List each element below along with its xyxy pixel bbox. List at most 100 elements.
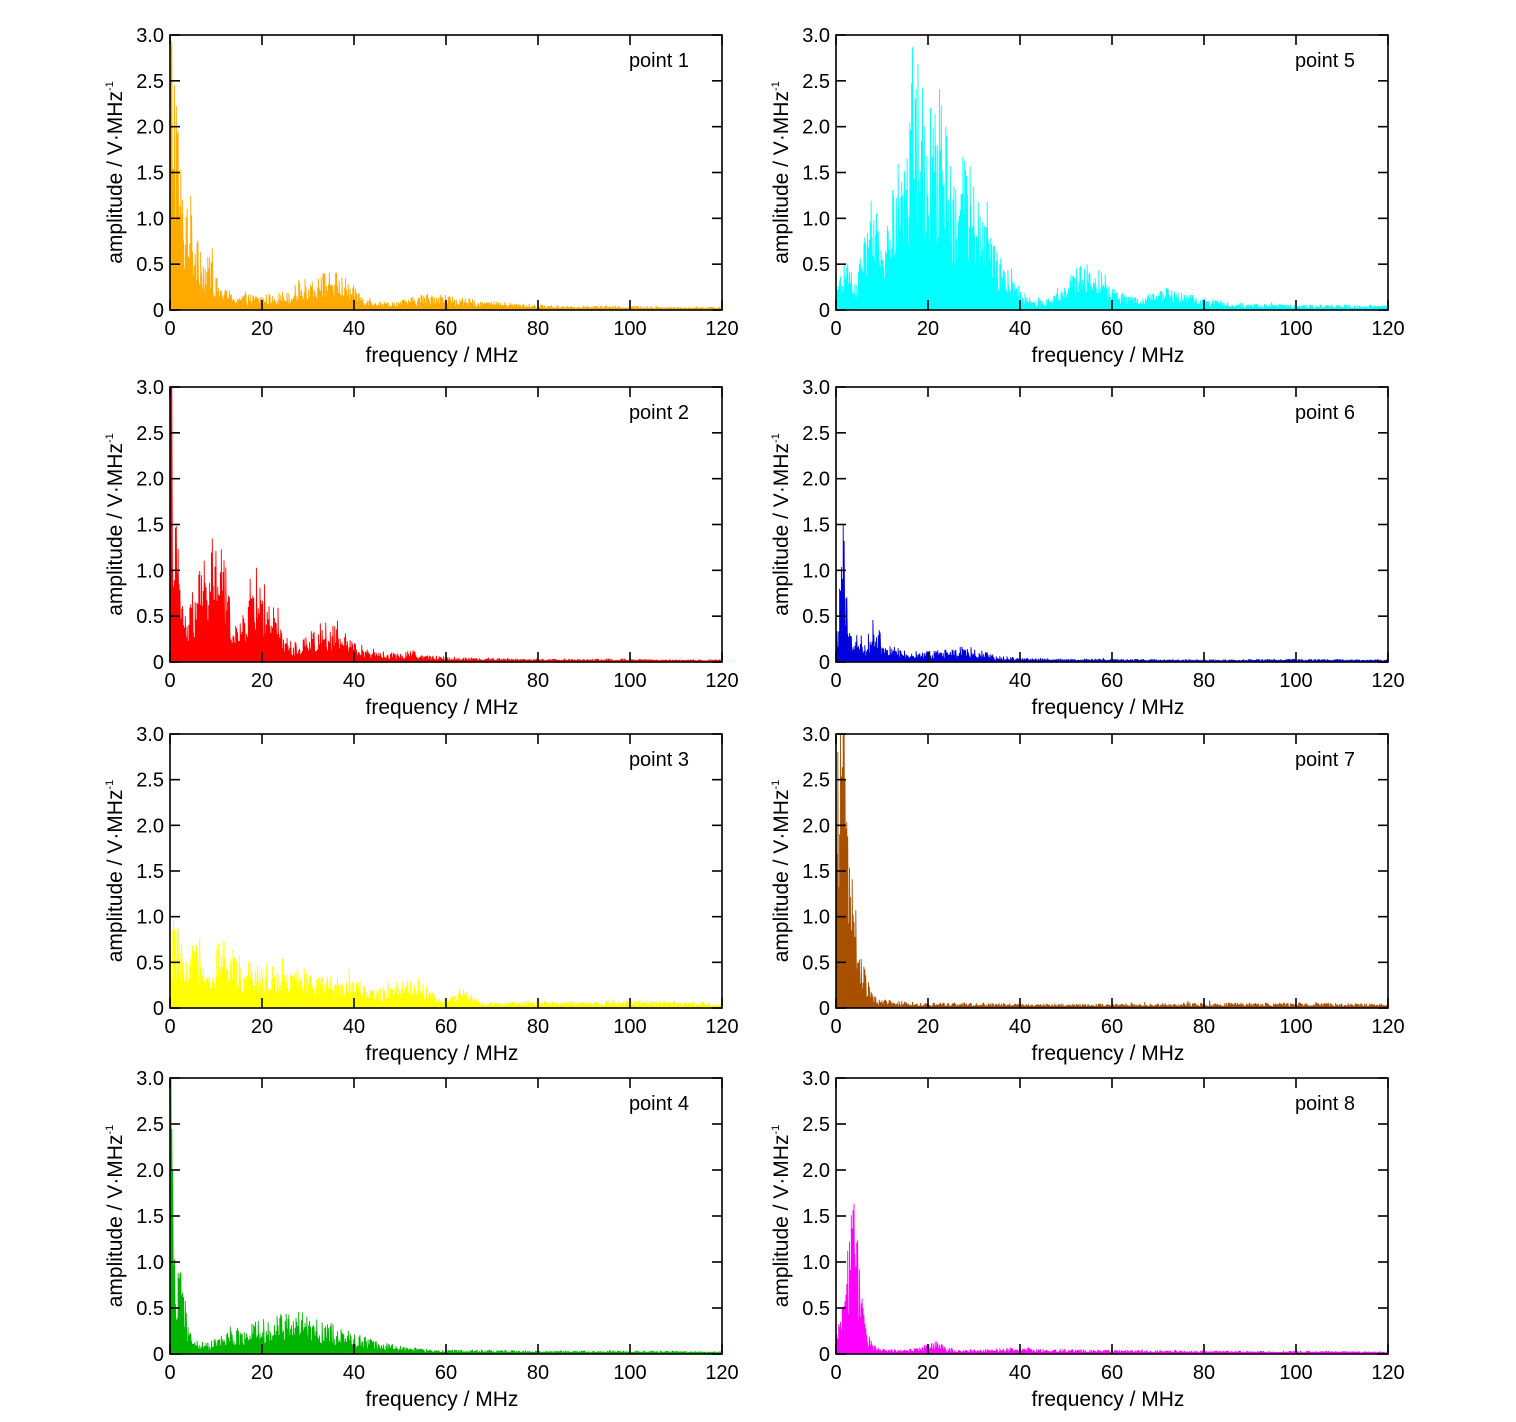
y-tick-label: 2.5	[136, 1114, 164, 1136]
y-tick-label: 1.0	[136, 208, 164, 230]
y-tick-label: 1.0	[136, 907, 164, 929]
y-tick-label: 2.0	[802, 469, 830, 491]
x-tick-label: 0	[164, 318, 175, 340]
y-tick-label: 2.5	[136, 770, 164, 792]
x-tick-label: 0	[164, 1016, 175, 1038]
y-axis-title-main: amplitude / V·MHz	[770, 790, 793, 963]
x-tick-label: 40	[343, 1016, 365, 1038]
x-tick-label: 120	[705, 1016, 738, 1038]
y-tick-label: 0	[819, 998, 830, 1020]
y-tick-label: 3.0	[802, 377, 830, 399]
x-tick-label: 20	[917, 670, 939, 692]
x-tick-label: 80	[1193, 318, 1215, 340]
y-axis-title-sup: -1	[770, 433, 782, 443]
y-tick-label: 1.5	[802, 1206, 830, 1228]
x-tick-label: 80	[527, 670, 549, 692]
y-axis-title: amplitude / V·MHz-1	[104, 780, 127, 963]
plot-frame	[169, 34, 723, 311]
x-tick-label: 20	[917, 318, 939, 340]
y-axis-title-main: amplitude / V·MHz	[104, 790, 127, 963]
panel-annotation: point 5	[1295, 50, 1355, 72]
x-tick-label: 20	[251, 670, 273, 692]
y-tick-label: 3.0	[136, 724, 164, 746]
x-tick-label: 40	[343, 670, 365, 692]
y-tick-label: 3.0	[802, 25, 830, 47]
x-tick-label: 100	[1279, 318, 1312, 340]
y-axis-title-sup: -1	[104, 433, 116, 443]
y-tick-label: 1.5	[136, 163, 164, 185]
y-tick-label: 1.0	[802, 1252, 830, 1274]
x-tick-label: 120	[1371, 1016, 1404, 1038]
y-tick-label: 0.5	[802, 952, 830, 974]
x-tick-label: 40	[343, 1362, 365, 1384]
y-axis-title: amplitude / V·MHz-1	[104, 81, 127, 264]
y-tick-label: 2.5	[136, 71, 164, 93]
spectrum-series-5	[836, 47, 1388, 310]
panel-annotation: point 6	[1295, 402, 1355, 424]
x-tick-label: 100	[613, 1362, 646, 1384]
x-tick-label: 120	[705, 670, 738, 692]
x-axis-title: frequency / MHz	[366, 1042, 519, 1065]
y-tick-label: 0	[153, 652, 164, 674]
y-tick-label: 1.0	[136, 1252, 164, 1274]
y-tick-label: 0.5	[136, 952, 164, 974]
x-tick-label: 60	[435, 670, 457, 692]
plot-frame	[835, 733, 1389, 1009]
x-tick-label: 80	[1193, 1362, 1215, 1384]
x-tick-label: 0	[164, 1362, 175, 1384]
x-axis-title: frequency / MHz	[366, 696, 519, 719]
panels-group: 0 20 40 60 80 100 120 0 0.5 1.0 1.5 2.0 2.5 3.0 freque…	[104, 25, 1405, 1411]
x-tick-label: 60	[435, 1362, 457, 1384]
panel-annotation: point 8	[1295, 1093, 1355, 1115]
y-tick-label: 2.0	[136, 1160, 164, 1182]
x-tick-label: 60	[1101, 318, 1123, 340]
spectrum-series-6	[836, 525, 1388, 662]
chart-panel-3: 0 20 40 60 80 100 120 0 0.5 1.0 1.5 2.0 2.5 3.0 freque…	[104, 724, 739, 1065]
x-tick-label: 40	[1009, 1362, 1031, 1384]
panel-annotation: point 1	[629, 50, 689, 72]
panel-annotation: point 3	[629, 749, 689, 771]
spectrum-series-8	[836, 1203, 1388, 1354]
x-tick-label: 0	[830, 1016, 841, 1038]
y-axis-title-sup: -1	[770, 81, 782, 91]
x-tick-label: 0	[830, 318, 841, 340]
x-tick-label: 0	[830, 1362, 841, 1384]
x-tick-label: 20	[251, 1362, 273, 1384]
panel-annotation: point 2	[629, 402, 689, 424]
y-tick-label: 2.5	[802, 71, 830, 93]
y-axis-title-main: amplitude / V·MHz	[104, 91, 127, 264]
chart-panel-6: 0 20 40 60 80 100 120 0 0.5 1.0 1.5 2.0 2.5 3.0 freque…	[770, 377, 1405, 719]
x-tick-label: 100	[1279, 1362, 1312, 1384]
x-tick-label: 100	[613, 670, 646, 692]
x-tick-label: 20	[251, 1016, 273, 1038]
x-tick-label: 60	[435, 318, 457, 340]
x-tick-label: 120	[1371, 318, 1404, 340]
y-tick-label: 2.0	[802, 117, 830, 139]
y-tick-label: 3.0	[136, 25, 164, 47]
spectrum-series-3	[170, 919, 722, 1008]
y-tick-label: 1.5	[802, 515, 830, 537]
plot-frame	[169, 733, 723, 1009]
y-tick-label: 3.0	[136, 1068, 164, 1090]
y-axis-title-sup: -1	[770, 1125, 782, 1135]
plot-frame	[835, 1077, 1389, 1355]
y-tick-label: 0.5	[136, 254, 164, 276]
y-tick-label: 3.0	[136, 377, 164, 399]
y-tick-label: 0.5	[136, 1298, 164, 1320]
y-tick-label: 1.0	[802, 208, 830, 230]
y-axis-title-main: amplitude / V·MHz	[770, 443, 793, 616]
x-tick-label: 100	[1279, 1016, 1312, 1038]
x-tick-label: 60	[1101, 670, 1123, 692]
y-axis-title-sup: -1	[104, 1125, 116, 1135]
y-tick-label: 0	[153, 1344, 164, 1366]
y-axis-title-sup: -1	[104, 780, 116, 790]
y-tick-label: 0.5	[802, 254, 830, 276]
y-axis-title: amplitude / V·MHz-1	[770, 1125, 793, 1308]
y-tick-label: 1.5	[136, 515, 164, 537]
y-tick-label: 0	[153, 998, 164, 1020]
y-tick-label: 2.0	[136, 815, 164, 837]
y-tick-label: 0	[819, 1344, 830, 1366]
x-tick-label: 40	[1009, 1016, 1031, 1038]
y-tick-label: 2.5	[802, 770, 830, 792]
x-tick-label: 80	[1193, 1016, 1215, 1038]
